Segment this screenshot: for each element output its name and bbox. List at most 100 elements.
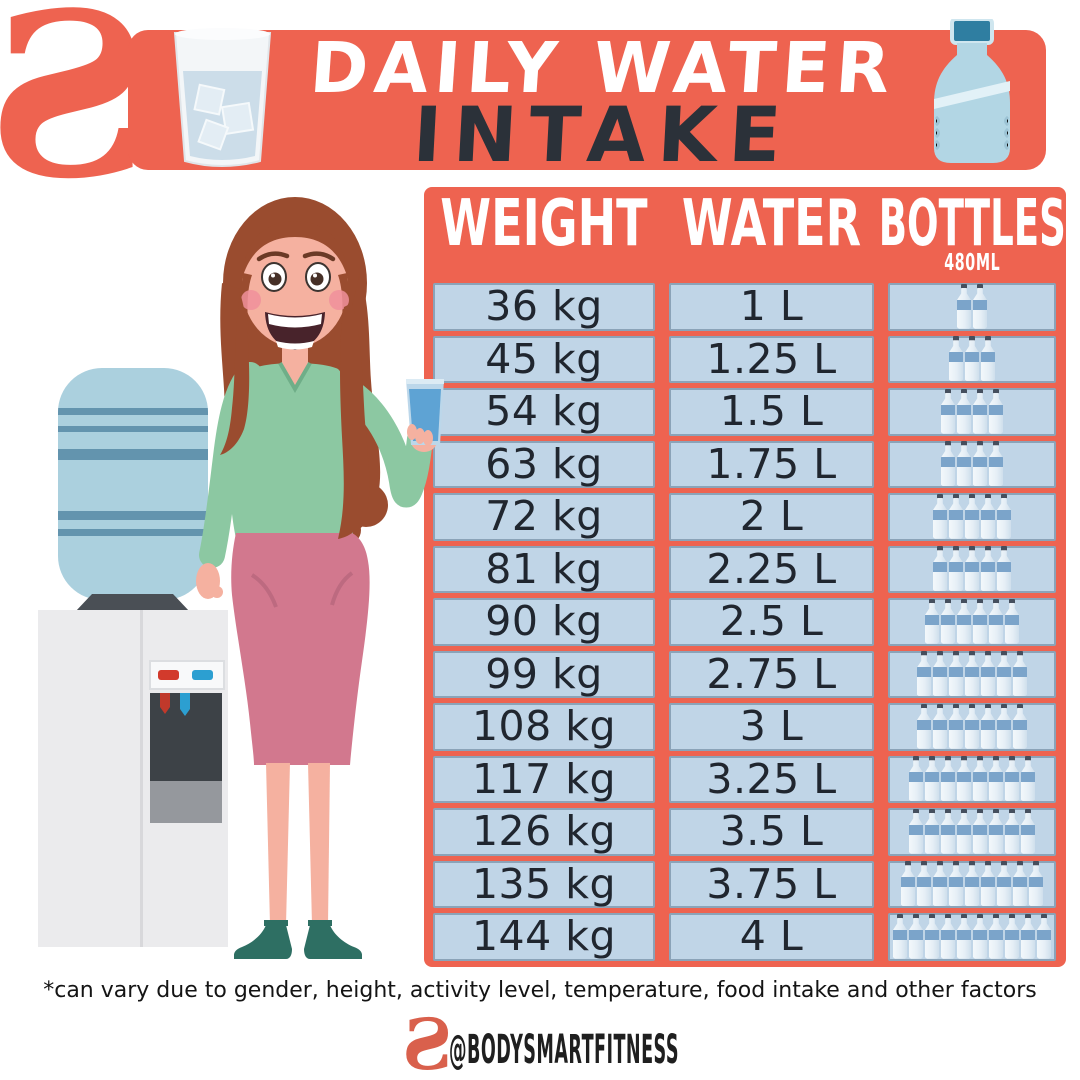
water-bottle-icon (933, 651, 947, 697)
water-bottle-icon (973, 441, 987, 487)
weight-cell: 72 kg (433, 493, 655, 541)
column-header-bottles: BOTTLES 480ML (878, 192, 1065, 279)
water-bottle-icon (893, 913, 907, 959)
water-bottle-icon (973, 283, 987, 329)
water-label: WATER (681, 187, 862, 261)
water-bottle-icon (941, 913, 955, 959)
water-cell: 3.5 L (669, 808, 874, 856)
water-bottle-icon (997, 493, 1011, 539)
water-bottle-icon (957, 441, 971, 487)
weight-cell: 108 kg (433, 703, 655, 751)
water-bottle-icon (997, 546, 1011, 592)
water-bottle-icon (981, 651, 995, 697)
water-bottle-icon (957, 808, 971, 854)
weight-cell: 54 kg (433, 388, 655, 436)
water-bottle-icon (989, 913, 1003, 959)
water-bottle-icon (989, 756, 1003, 802)
credit-line: S @BODYSMARTFITNESS (0, 1003, 1080, 1080)
bottles-cell (888, 493, 1056, 541)
bottles-cell (888, 755, 1056, 803)
table-header-row: WEIGHT WATER BOTTLES 480ML (424, 187, 1066, 279)
bottles-cell (888, 860, 1056, 908)
water-bottle-icon (1013, 651, 1027, 697)
weight-cell: 90 kg (433, 598, 655, 646)
woman-water-cooler-illustration (38, 197, 444, 959)
water-bottle-icon (1005, 913, 1019, 959)
column-header-weight: WEIGHT (433, 187, 655, 279)
brand-s-logo-small: S (402, 1003, 453, 1080)
water-bottle-icon (989, 808, 1003, 854)
water-bottle-icon (973, 598, 987, 644)
water-cell: 2 L (669, 493, 874, 541)
weight-cell: 144 kg (433, 913, 655, 961)
column-header-water: WATER (669, 187, 874, 279)
bottles-cell (888, 335, 1056, 383)
bottles-cell (888, 913, 1056, 961)
water-bottle-icon (949, 336, 963, 382)
header-banner (128, 30, 1046, 170)
water-bottle-icon (901, 861, 915, 907)
weight-label: WEIGHT (440, 187, 648, 261)
woman (196, 197, 444, 959)
water-bottle-icon (917, 861, 931, 907)
weight-cell: 135 kg (433, 860, 655, 908)
water-bottle-icon (933, 703, 947, 749)
water-cell: 2.25 L (669, 545, 874, 593)
water-bottle-icon (941, 388, 955, 434)
water-bottle-icon (1005, 808, 1019, 854)
water-bottle-icon (949, 861, 963, 907)
water-cooler (38, 368, 228, 947)
water-bottle-icon (1021, 756, 1035, 802)
water-bottle-icon (973, 808, 987, 854)
bottles-cell (888, 388, 1056, 436)
water-bottle-icon (957, 598, 971, 644)
water-bottle-icon (997, 703, 1011, 749)
water-bottle-icon (1037, 913, 1051, 959)
water-bottle-icon (973, 388, 987, 434)
water-bottle-icon (933, 546, 947, 592)
disclaimer-note: *can vary due to gender, height, activit… (43, 978, 1037, 1003)
water-bottle-icon (941, 598, 955, 644)
weight-cell: 45 kg (433, 335, 655, 383)
water-bottle-icon (925, 598, 939, 644)
water-bottle-icon (1013, 703, 1027, 749)
water-bottle-icon (957, 283, 971, 329)
water-cell: 4 L (669, 913, 874, 961)
bottle-size-label: 480ML (943, 249, 1001, 276)
bottles-cell (888, 283, 1056, 331)
water-bottle-icon (941, 756, 955, 802)
water-bottle-icon (973, 913, 987, 959)
water-intake-table: WEIGHT WATER BOTTLES 480ML 36 kg 1 L 45 … (424, 187, 1066, 967)
weight-cell: 36 kg (433, 283, 655, 331)
water-jug-icon (934, 19, 1010, 163)
water-cell: 1.5 L (669, 388, 874, 436)
water-bottle-icon (965, 861, 979, 907)
bottles-cell (888, 703, 1056, 751)
water-bottle-icon (989, 598, 1003, 644)
water-cell: 3.25 L (669, 755, 874, 803)
weight-cell: 99 kg (433, 650, 655, 698)
water-bottle-icon (909, 808, 923, 854)
bottles-cell (888, 598, 1056, 646)
water-cell: 1 L (669, 283, 874, 331)
water-glass-icon (173, 28, 272, 167)
water-bottle-icon (1005, 598, 1019, 644)
water-bottle-icon (981, 703, 995, 749)
water-bottle-icon (949, 651, 963, 697)
water-bottle-icon (941, 441, 955, 487)
water-cell: 3.75 L (669, 860, 874, 908)
water-bottle-icon (1029, 861, 1043, 907)
water-cell: 2.75 L (669, 650, 874, 698)
water-cell: 3 L (669, 703, 874, 751)
water-bottle-icon (909, 756, 923, 802)
water-bottle-icon (925, 913, 939, 959)
water-bottle-icon (965, 336, 979, 382)
water-bottle-icon (1013, 861, 1027, 907)
page-title: DAILY WATER INTAKE (283, 27, 923, 179)
water-bottle-icon (933, 861, 947, 907)
water-bottle-icon (949, 493, 963, 539)
water-bottle-icon (965, 546, 979, 592)
water-bottle-icon (965, 493, 979, 539)
water-bottle-icon (941, 808, 955, 854)
